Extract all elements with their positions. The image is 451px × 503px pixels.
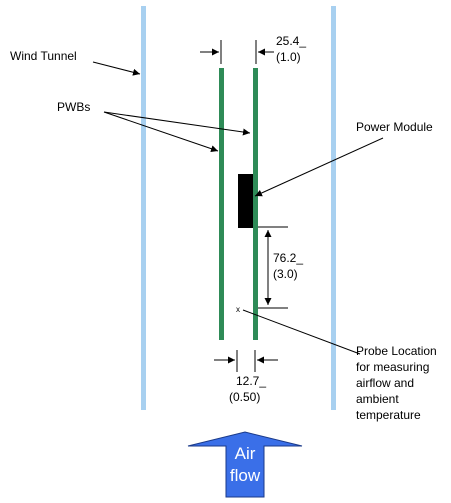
pwbs-label: PWBs — [57, 100, 91, 114]
power-module — [238, 174, 253, 228]
dim-module-probe-value: 76.2_ — [273, 251, 304, 265]
probe-label-line-3: airflow and — [356, 376, 415, 390]
dim-module-probe-inches: (3.0) — [273, 267, 298, 281]
probe-label-line-1: Probe Location — [356, 344, 437, 358]
probe-label-line-5: temperature — [356, 408, 421, 422]
probe-label-line-2: for measuring — [356, 360, 430, 374]
probe-marker: x — [236, 305, 240, 314]
dim-board-probe-inches: (0.50) — [229, 390, 261, 404]
dim-board-spacing-inches: (1.0) — [276, 50, 301, 64]
airflow-text-flow: flow — [229, 466, 261, 485]
power-module-label: Power Module — [356, 120, 433, 134]
wind-tunnel-label: Wind Tunnel — [10, 49, 77, 63]
wind-tunnel-leader — [92, 61, 141, 76]
pwbs-leader-right — [103, 111, 251, 136]
airflow-arrow — [187, 431, 303, 498]
probe-leader — [242, 309, 361, 355]
pwbs-leader-left — [103, 111, 219, 153]
pwb-right — [253, 68, 258, 340]
power-module-leader — [254, 137, 384, 197]
probe-location-label: Probe Location for measuring airflow and… — [356, 343, 451, 423]
pwb-left — [219, 68, 224, 340]
dim-board-probe-value: 12.7_ — [236, 374, 267, 388]
probe-label-line-4: ambient — [356, 392, 399, 406]
dim-board-spacing-value: 25.4_ — [276, 34, 307, 48]
tunnel-wall-right — [331, 6, 336, 410]
tunnel-wall-left — [141, 6, 146, 410]
airflow-text-air: Air — [234, 444, 256, 463]
